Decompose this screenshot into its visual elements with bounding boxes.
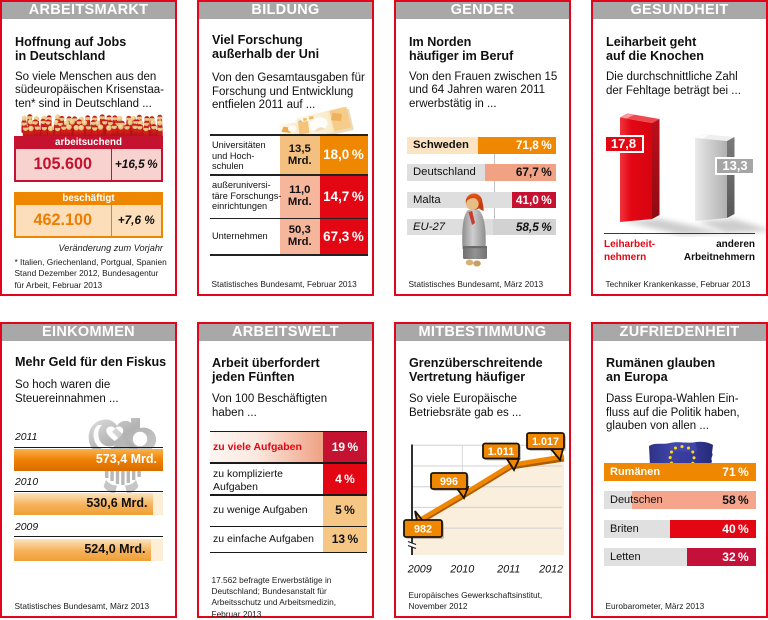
svg-text:2012: 2012: [538, 564, 563, 576]
svg-text:982: 982: [414, 524, 432, 536]
svg-text:2011: 2011: [496, 564, 520, 576]
svg-text:1.017: 1.017: [532, 436, 559, 448]
svg-text:1.011: 1.011: [488, 446, 514, 458]
svg-text:996: 996: [440, 476, 458, 488]
svg-text:2009: 2009: [407, 564, 432, 576]
svg-text:2010: 2010: [449, 564, 474, 576]
